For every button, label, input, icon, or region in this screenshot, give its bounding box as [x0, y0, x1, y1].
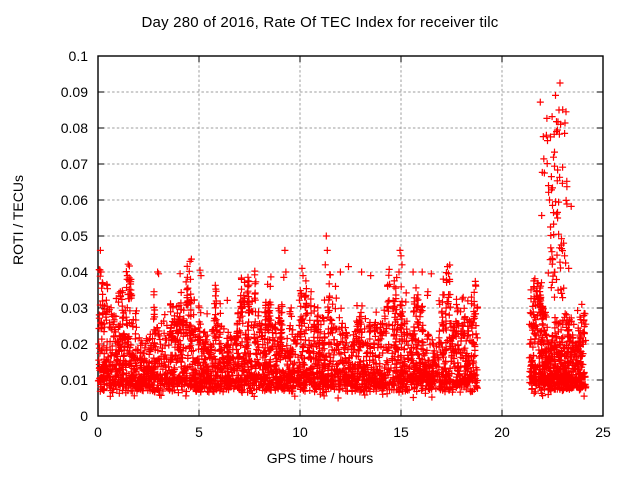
x-axis-label: GPS time / hours	[266, 450, 374, 466]
scatter-points	[94, 79, 590, 402]
plot-border	[97, 55, 604, 417]
y-tick-label: 0.07	[60, 156, 88, 172]
y-tick-label: 0.02	[60, 336, 88, 352]
chart-title: Day 280 of 2016, Rate Of TEC Index for r…	[141, 14, 499, 31]
y-tick-label: 0.05	[60, 228, 88, 244]
x-tick-label: 10	[292, 424, 308, 440]
y-tick-label: 0.08	[60, 120, 88, 136]
y-tick-label: 0.03	[60, 300, 88, 316]
grid-lines	[98, 56, 603, 416]
y-tick-label: 0.1	[68, 48, 88, 64]
y-tick-label: 0.09	[60, 84, 88, 100]
y-tick-label: 0.04	[60, 264, 88, 280]
x-tick-label: 25	[595, 424, 611, 440]
x-tick-label: 0	[94, 424, 102, 440]
x-tick-label: 15	[393, 424, 409, 440]
y-tick-label: 0.06	[60, 192, 88, 208]
x-tick-label: 20	[494, 424, 510, 440]
y-tick-label: 0.01	[60, 372, 88, 388]
y-tick-label: 0	[80, 408, 88, 424]
x-tick-label: 5	[195, 424, 203, 440]
